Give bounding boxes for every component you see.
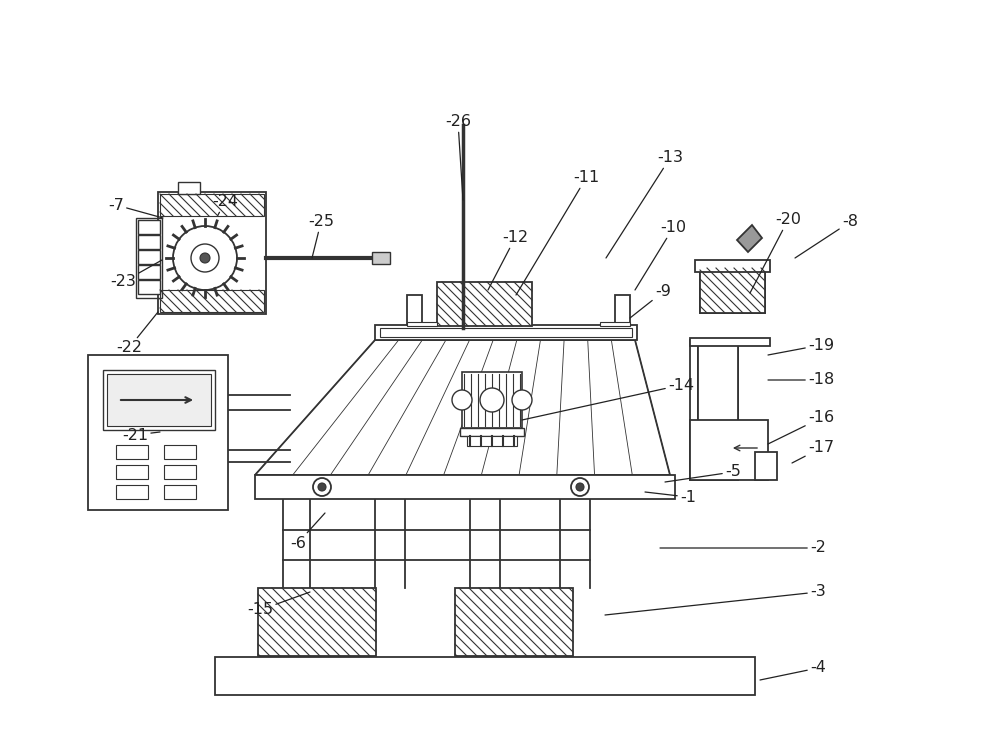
Bar (407, 322, 437, 326)
Circle shape (480, 388, 504, 412)
Bar (462, 372, 522, 428)
Bar (107, 374, 211, 426)
Circle shape (191, 244, 219, 272)
Circle shape (576, 483, 584, 491)
Bar (164, 465, 196, 479)
Bar (600, 322, 630, 326)
Text: -18: -18 (768, 373, 834, 388)
Text: -1: -1 (645, 490, 696, 504)
Circle shape (173, 226, 237, 290)
Bar (690, 340, 698, 480)
Bar (375, 325, 637, 340)
Bar (138, 280, 160, 294)
Bar (690, 420, 768, 480)
Bar (138, 220, 160, 234)
Text: -21: -21 (122, 428, 160, 443)
Bar (437, 282, 532, 326)
Text: -9: -9 (630, 284, 671, 318)
Text: -23: -23 (110, 260, 162, 289)
Text: -12: -12 (488, 231, 528, 290)
Circle shape (452, 390, 472, 410)
Text: -17: -17 (792, 440, 834, 463)
Circle shape (571, 478, 589, 496)
Text: -10: -10 (635, 220, 686, 290)
Bar (158, 192, 266, 314)
Bar (615, 295, 630, 325)
Text: -11: -11 (516, 170, 599, 295)
Bar (138, 265, 160, 279)
Text: -3: -3 (605, 585, 826, 615)
Bar (372, 252, 390, 264)
Bar (116, 445, 148, 459)
Text: -22: -22 (116, 312, 158, 356)
Bar (215, 657, 755, 695)
Polygon shape (737, 225, 762, 252)
Bar (116, 465, 148, 479)
Text: -20: -20 (750, 213, 801, 293)
Bar (160, 290, 264, 312)
Text: -19: -19 (768, 338, 834, 355)
Bar (755, 452, 777, 480)
Bar (164, 445, 196, 459)
Text: -2: -2 (660, 540, 826, 556)
Text: -26: -26 (445, 115, 471, 200)
Bar (88, 355, 228, 510)
Bar (178, 182, 200, 194)
Text: -15: -15 (247, 592, 310, 618)
Text: -16: -16 (768, 411, 834, 444)
Bar (467, 436, 517, 446)
Bar (380, 328, 632, 337)
Bar (695, 260, 770, 272)
Text: -13: -13 (606, 150, 683, 258)
Bar (407, 295, 422, 325)
Bar (455, 588, 573, 656)
Bar (700, 268, 765, 313)
Circle shape (318, 483, 326, 491)
Bar (460, 428, 524, 436)
Polygon shape (255, 340, 670, 475)
Bar (138, 235, 160, 249)
Text: -8: -8 (795, 214, 858, 258)
Bar (116, 485, 148, 499)
Circle shape (200, 253, 210, 263)
Circle shape (512, 390, 532, 410)
Bar (160, 194, 264, 216)
Bar (258, 588, 376, 656)
Text: -14: -14 (522, 377, 694, 420)
Text: -24: -24 (212, 194, 238, 215)
Text: -4: -4 (760, 661, 826, 680)
Bar (136, 218, 162, 298)
Bar (698, 340, 738, 480)
Bar (700, 268, 765, 313)
Bar (690, 338, 770, 346)
Text: -7: -7 (108, 197, 163, 218)
Text: -25: -25 (308, 214, 334, 258)
Text: -6: -6 (290, 513, 325, 551)
Circle shape (313, 478, 331, 496)
Bar (138, 250, 160, 264)
Bar (255, 475, 675, 499)
Bar (164, 485, 196, 499)
Bar (103, 370, 215, 430)
Text: -5: -5 (665, 464, 741, 482)
